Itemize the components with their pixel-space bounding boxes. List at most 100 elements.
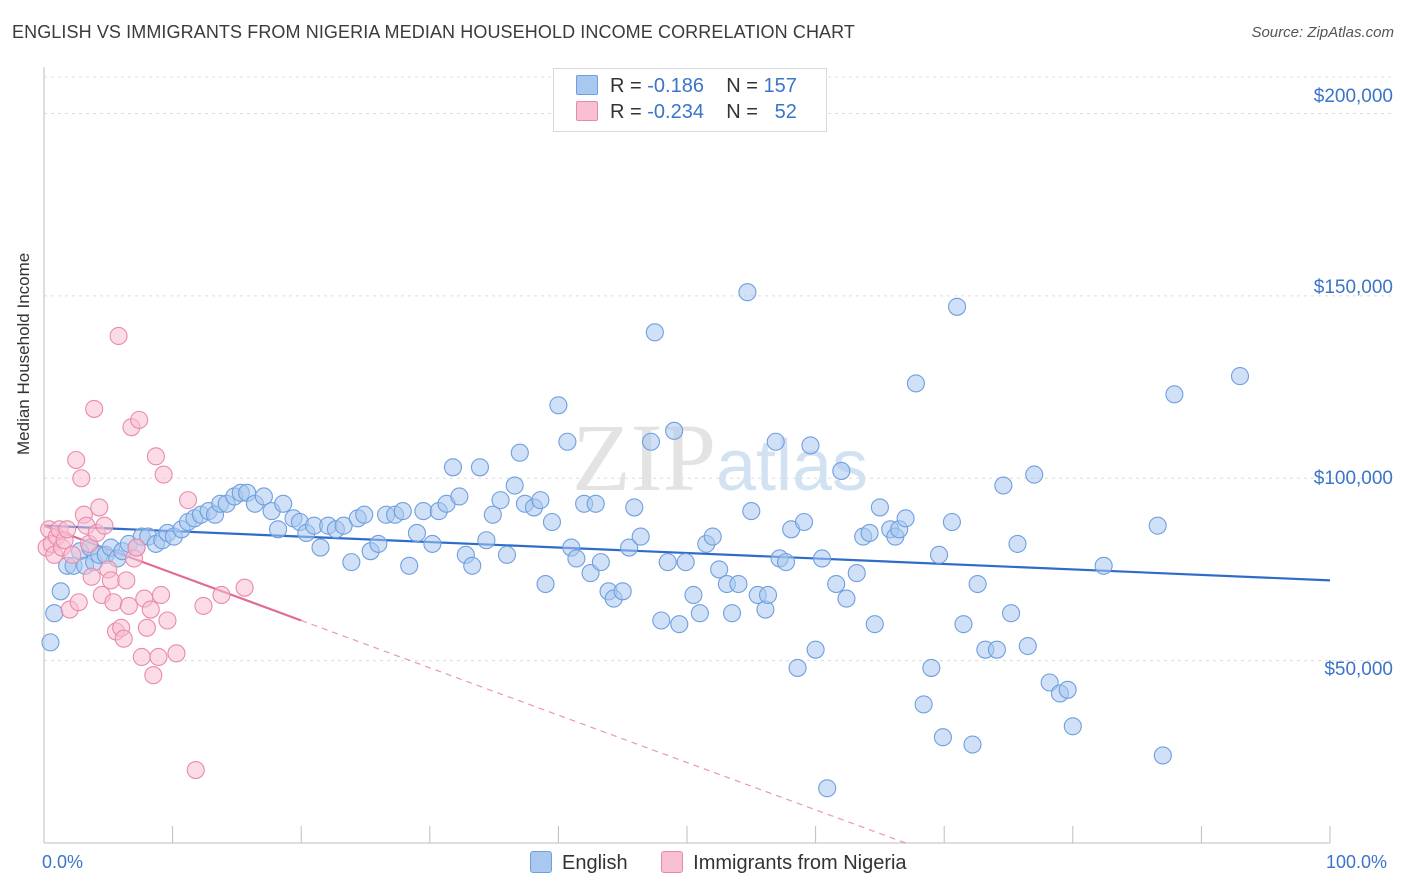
point-english bbox=[942, 512, 961, 532]
legend-swatch-nigeria bbox=[661, 851, 684, 873]
point-english bbox=[443, 458, 462, 477]
point-english bbox=[45, 604, 64, 623]
point-english bbox=[393, 502, 412, 521]
point-english bbox=[1153, 746, 1172, 765]
point-english bbox=[738, 283, 757, 302]
point-english bbox=[41, 633, 60, 652]
point-english bbox=[742, 502, 761, 521]
point-english bbox=[812, 549, 832, 568]
point-english bbox=[369, 534, 388, 553]
point-english bbox=[542, 512, 562, 532]
point-english bbox=[870, 498, 889, 517]
point-nigeria bbox=[63, 545, 82, 564]
point-english bbox=[1008, 534, 1027, 553]
x-tick-label-max: 100.0% bbox=[1326, 852, 1388, 872]
point-english bbox=[676, 553, 695, 572]
point-english bbox=[497, 545, 517, 564]
axes bbox=[43, 67, 1331, 844]
series-legend: English Immigrants from Nigeria bbox=[530, 851, 935, 875]
point-english bbox=[860, 523, 879, 543]
legend-swatch-english bbox=[530, 851, 552, 873]
point-nigeria bbox=[167, 644, 186, 663]
point-english bbox=[801, 436, 820, 455]
point-nigeria bbox=[119, 596, 138, 615]
y-tick-label-100k: $100,000 bbox=[1313, 468, 1393, 489]
point-english bbox=[274, 494, 293, 513]
point-english bbox=[963, 735, 982, 754]
point-english bbox=[766, 432, 785, 451]
point-nigeria bbox=[178, 491, 198, 510]
point-english bbox=[670, 615, 689, 634]
point-english bbox=[463, 556, 482, 575]
point-english bbox=[1230, 367, 1250, 386]
point-nigeria bbox=[101, 571, 120, 590]
point-english bbox=[567, 549, 586, 568]
point-english bbox=[914, 695, 933, 714]
x-tick-label-min: 0.0% bbox=[42, 852, 84, 872]
point-nigeria bbox=[127, 538, 146, 557]
point-english bbox=[591, 553, 610, 572]
point-nigeria bbox=[90, 498, 109, 517]
point-english bbox=[1025, 465, 1044, 484]
point-english bbox=[922, 658, 941, 677]
point-english bbox=[954, 615, 973, 634]
chart-title: ENGLISH VS IMMIGRANTS FROM NIGERIA MEDIA… bbox=[12, 22, 856, 42]
r-label: R = bbox=[610, 101, 648, 123]
point-nigeria bbox=[151, 585, 171, 605]
legend-swatch-nigeria bbox=[576, 101, 598, 121]
legend-label-english: English bbox=[562, 852, 628, 874]
point-english bbox=[818, 779, 837, 798]
point-english bbox=[470, 458, 490, 477]
point-english bbox=[1148, 516, 1167, 535]
point-nigeria bbox=[154, 465, 173, 484]
n-value-nigeria: 52 bbox=[774, 101, 797, 123]
point-nigeria bbox=[104, 593, 123, 612]
point-english bbox=[311, 538, 330, 557]
point-english bbox=[355, 505, 374, 524]
trend-line-english bbox=[43, 524, 1331, 582]
point-english bbox=[400, 556, 419, 575]
point-english bbox=[414, 502, 433, 521]
r-label: R = bbox=[610, 75, 648, 97]
point-english bbox=[948, 297, 967, 316]
point-nigeria bbox=[141, 600, 160, 619]
point-english bbox=[613, 582, 632, 601]
point-english bbox=[987, 640, 1006, 659]
point-nigeria bbox=[146, 447, 165, 466]
point-english bbox=[930, 545, 949, 564]
point-english bbox=[788, 658, 807, 677]
legend-item-nigeria[interactable]: Immigrants from Nigeria bbox=[661, 851, 907, 875]
point-english bbox=[1063, 717, 1082, 736]
r-value-english: -0.186 bbox=[647, 75, 704, 97]
point-nigeria bbox=[158, 611, 177, 630]
trend-line-nigeria-extension bbox=[300, 619, 906, 844]
point-english bbox=[531, 491, 550, 510]
point-english bbox=[342, 553, 361, 572]
point-nigeria bbox=[194, 596, 213, 615]
legend-swatch-english bbox=[576, 75, 598, 95]
y-tick-label-50k: $50,000 bbox=[1324, 659, 1393, 680]
legend-item-english[interactable]: English bbox=[530, 851, 628, 875]
point-english bbox=[906, 374, 925, 393]
point-nigeria bbox=[149, 647, 168, 667]
point-english bbox=[827, 574, 846, 594]
n-label: N = bbox=[726, 75, 764, 97]
point-nigeria bbox=[69, 593, 88, 612]
r-value-nigeria: -0.234 bbox=[647, 101, 704, 123]
point-english bbox=[483, 505, 502, 524]
point-english bbox=[334, 516, 353, 535]
trend-lines bbox=[43, 524, 1331, 844]
point-english bbox=[710, 560, 729, 579]
n-value-english: 157 bbox=[763, 75, 797, 97]
point-nigeria bbox=[212, 585, 231, 605]
point-english bbox=[703, 527, 722, 546]
point-nigeria bbox=[130, 410, 149, 429]
point-english bbox=[641, 432, 661, 451]
point-english bbox=[758, 585, 778, 605]
point-english bbox=[1058, 680, 1077, 699]
point-english bbox=[269, 520, 288, 539]
point-english bbox=[586, 494, 605, 513]
point-nigeria bbox=[82, 567, 101, 586]
data-points bbox=[37, 283, 1250, 798]
point-nigeria bbox=[114, 629, 133, 648]
